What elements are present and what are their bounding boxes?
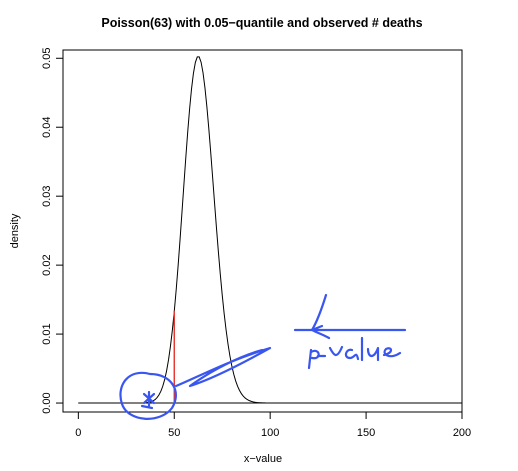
y-tick-label: 0.01 — [41, 323, 53, 344]
chart-title: Poisson(63) with 0.05−quantile and obser… — [101, 16, 422, 30]
y-tick-label: 0.05 — [41, 48, 53, 69]
x-tick-label: 200 — [453, 427, 471, 439]
chart-marks — [78, 56, 462, 404]
handwritten-annotations — [119, 293, 407, 420]
x-tick-label: 150 — [357, 427, 375, 439]
y-tick-label: 0.02 — [41, 254, 53, 275]
plot-frame — [62, 49, 463, 413]
x-axis-label: x−value — [244, 453, 282, 465]
y-tick-label: 0.00 — [41, 392, 53, 413]
annotation-p-value — [307, 336, 402, 370]
x-tick-label: 0 — [75, 427, 81, 439]
annotation-asterisk — [140, 390, 156, 410]
x-tick-label: 50 — [168, 427, 180, 439]
y-axis-label: density — [9, 213, 21, 248]
y-axis: 0.00 0.01 0.02 0.03 0.04 0.05 — [41, 48, 63, 414]
x-axis: 0 50 100 150 200 — [75, 412, 471, 439]
x-tick-label: 100 — [261, 427, 279, 439]
y-tick-label: 0.03 — [41, 185, 53, 206]
y-tick-label: 0.04 — [41, 117, 53, 138]
annotation-pointer-loop — [174, 346, 272, 388]
annotation-arrow — [293, 293, 407, 340]
annotation-circle — [119, 371, 177, 420]
poisson-density-line — [78, 56, 462, 404]
